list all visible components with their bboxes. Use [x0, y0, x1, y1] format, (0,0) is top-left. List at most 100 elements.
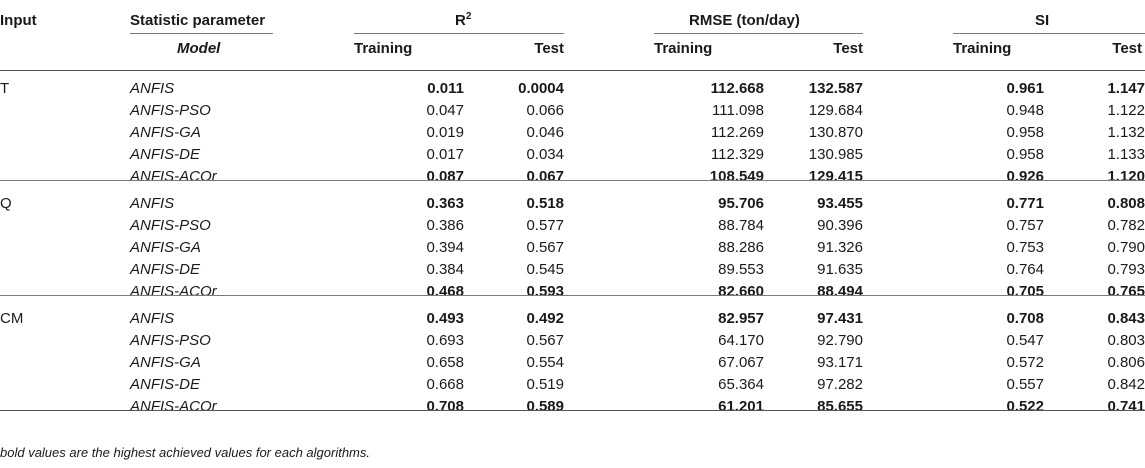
cell-r2-tr: 0.087	[426, 168, 464, 185]
model-name: ANFIS-ACOr	[130, 168, 217, 185]
cell-si-te: 0.803	[1107, 332, 1145, 349]
cell-r2-tr: 0.658	[426, 354, 464, 371]
cell-rmse-te: 132.587	[808, 80, 863, 97]
cell-rmse-tr: 67.067	[718, 354, 764, 371]
cell-r2-te: 0.554	[526, 354, 564, 371]
cell-rmse-te: 93.171	[817, 354, 863, 371]
cell-r2-te: 0.519	[526, 376, 564, 393]
cell-r2-te: 0.046	[526, 124, 564, 141]
cell-rmse-tr: 108.549	[709, 168, 764, 185]
cell-si-te: 0.765	[1107, 283, 1145, 300]
cell-rmse-te: 88.494	[817, 283, 863, 300]
cell-rmse-te: 129.415	[808, 168, 863, 185]
cell-r2-tr: 0.668	[426, 376, 464, 393]
cell-rmse-tr: 88.286	[718, 239, 764, 256]
cell-si-te: 0.793	[1107, 261, 1145, 278]
cell-si-tr: 0.958	[1006, 146, 1044, 163]
header-r2: R2	[455, 12, 471, 30]
header-underline-r2	[354, 33, 564, 34]
cell-si-tr: 0.708	[1006, 310, 1044, 327]
cell-rmse-tr: 64.170	[718, 332, 764, 349]
cell-r2-tr: 0.693	[426, 332, 464, 349]
cell-si-te: 1.133	[1107, 146, 1145, 163]
cell-r2-te: 0.492	[526, 310, 564, 327]
header-r2-label: R	[455, 12, 466, 29]
model-name: ANFIS-ACOr	[130, 283, 217, 300]
cell-si-te: 1.122	[1107, 102, 1145, 119]
cell-r2-te: 0.593	[526, 283, 564, 300]
cell-rmse-te: 90.396	[817, 217, 863, 234]
cell-si-te: 0.782	[1107, 217, 1145, 234]
cell-si-tr: 0.948	[1006, 102, 1044, 119]
group-separator	[0, 295, 1145, 296]
cell-rmse-te: 129.684	[808, 102, 863, 119]
cell-r2-tr: 0.019	[426, 124, 464, 141]
cell-r2-tr: 0.047	[426, 102, 464, 119]
cell-r2-tr: 0.394	[426, 239, 464, 256]
cell-r2-tr: 0.468	[426, 283, 464, 300]
cell-si-tr: 0.753	[1006, 239, 1044, 256]
input-label: T	[0, 80, 10, 97]
model-name: ANFIS	[130, 195, 175, 212]
model-name: ANFIS-GA	[130, 354, 201, 371]
group-separator	[0, 180, 1145, 181]
cell-si-tr: 0.764	[1006, 261, 1044, 278]
header-underline-rmse	[654, 33, 863, 34]
cell-si-tr: 0.961	[1006, 80, 1044, 97]
header-statistic-parameter: Statistic parameter	[130, 12, 266, 29]
cell-r2-tr: 0.011	[427, 80, 464, 97]
model-name: ANFIS	[130, 310, 175, 327]
header-r2-superscript: 2	[465, 11, 472, 22]
header-bottom-rule	[0, 70, 1145, 71]
cell-si-tr: 0.926	[1006, 168, 1044, 185]
cell-rmse-tr: 82.957	[718, 310, 764, 327]
input-label: Q	[0, 195, 12, 212]
cell-rmse-tr: 82.660	[718, 283, 764, 300]
cell-rmse-tr: 61.201	[718, 398, 764, 415]
cell-rmse-tr: 111.098	[712, 102, 764, 119]
model-name: ANFIS-DE	[130, 376, 201, 393]
cell-r2-tr: 0.493	[426, 310, 464, 327]
cell-si-te: 1.120	[1107, 168, 1145, 185]
cell-rmse-te: 92.790	[817, 332, 863, 349]
model-name: ANFIS-GA	[130, 124, 201, 141]
cell-rmse-te: 91.326	[817, 239, 863, 256]
cell-r2-te: 0.589	[526, 398, 564, 415]
header-rmse-test: Test	[833, 40, 863, 57]
cell-r2-te: 0.567	[526, 239, 564, 256]
cell-si-tr: 0.705	[1006, 283, 1044, 300]
cell-si-te: 0.790	[1107, 239, 1145, 256]
cell-rmse-tr: 112.668	[710, 80, 764, 97]
cell-r2-te: 0.066	[526, 102, 564, 119]
header-model: Model	[177, 40, 221, 57]
cell-r2-tr: 0.708	[426, 398, 464, 415]
cell-rmse-tr: 88.784	[718, 217, 764, 234]
model-name: ANFIS	[130, 80, 175, 97]
cell-r2-te: 0.567	[526, 332, 564, 349]
cell-si-tr: 0.557	[1006, 376, 1044, 393]
model-name: ANFIS-PSO	[130, 332, 211, 349]
input-label: CM	[0, 310, 24, 327]
model-name: ANFIS-PSO	[130, 217, 211, 234]
cell-rmse-tr: 95.706	[718, 195, 764, 212]
cell-si-tr: 0.522	[1006, 398, 1044, 415]
cell-rmse-tr: 112.329	[710, 146, 764, 163]
cell-r2-tr: 0.384	[426, 261, 464, 278]
model-name: ANFIS-PSO	[130, 102, 211, 119]
cell-rmse-te: 130.870	[808, 124, 863, 141]
cell-rmse-te: 85.655	[817, 398, 863, 415]
header-input: Input	[0, 12, 37, 29]
header-underline-statistic	[130, 33, 273, 34]
header-underline-si	[953, 33, 1145, 34]
header-si: SI	[1035, 12, 1050, 29]
header-rmse: RMSE (ton/day)	[689, 12, 800, 29]
cell-si-te: 1.147	[1107, 80, 1145, 97]
header-r2-test: Test	[534, 40, 564, 57]
cell-rmse-te: 91.635	[817, 261, 863, 278]
cell-rmse-te: 130.985	[808, 146, 863, 163]
header-r2-training: Training	[354, 40, 413, 57]
cell-si-te: 0.808	[1107, 195, 1145, 212]
cell-r2-tr: 0.017	[426, 146, 464, 163]
cell-r2-tr: 0.386	[426, 217, 464, 234]
